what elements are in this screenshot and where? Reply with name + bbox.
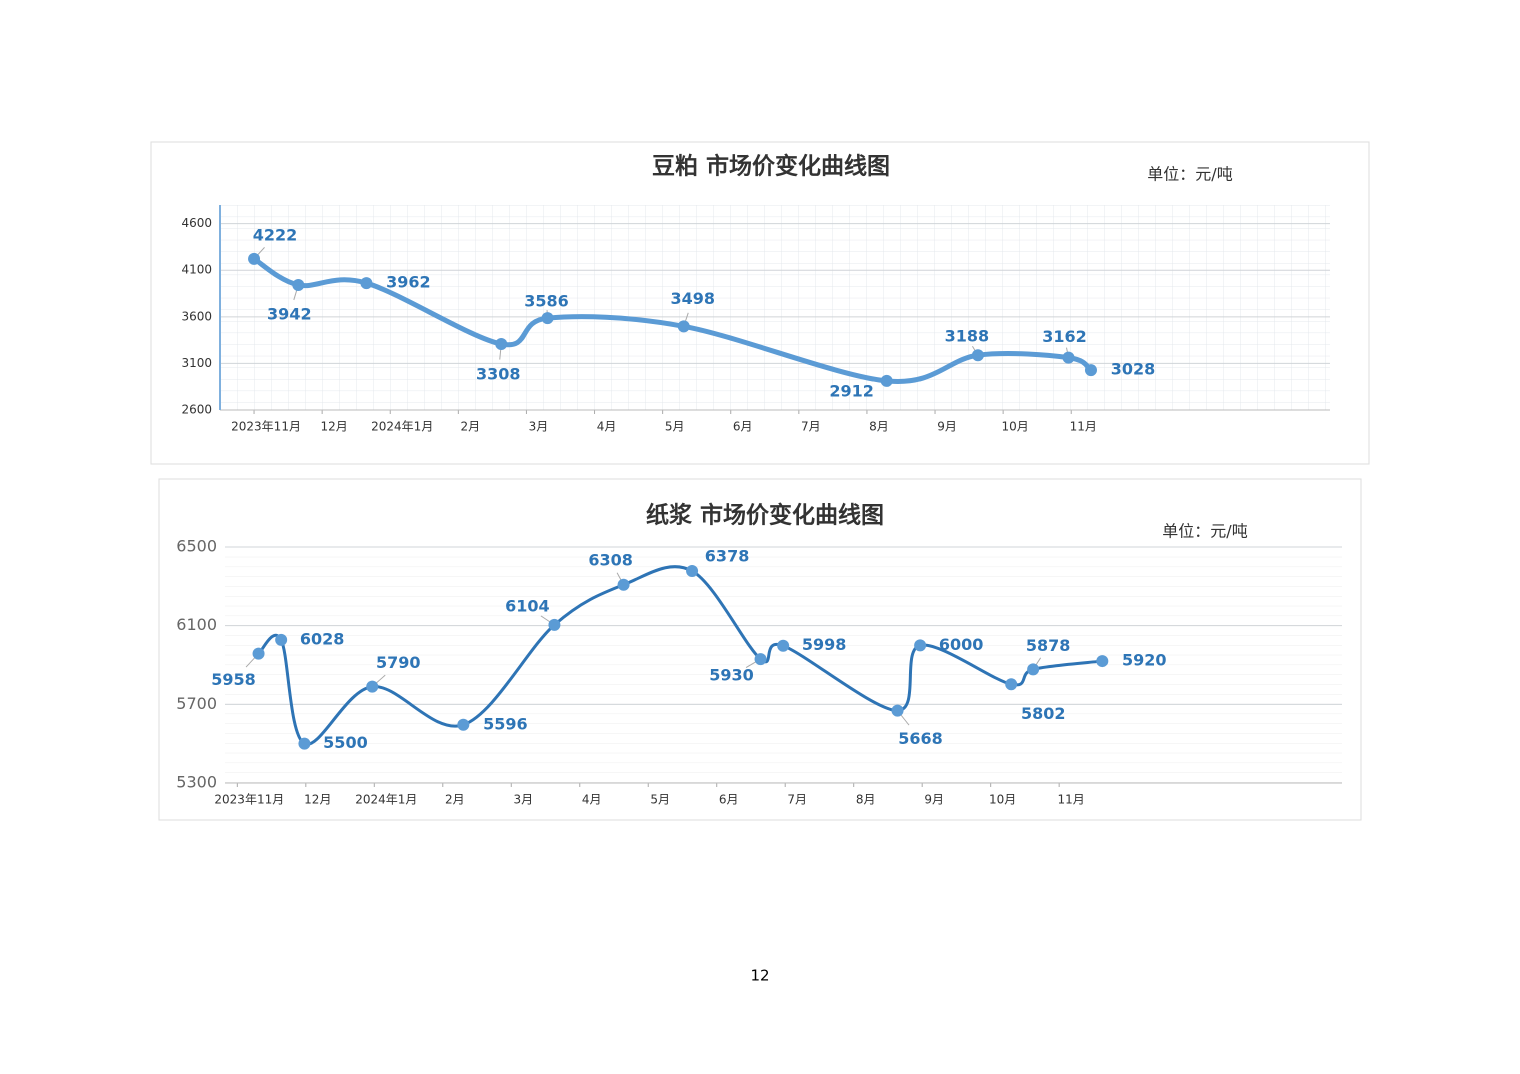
point-marker [1027,663,1040,676]
y-tick-label: 5700 [176,694,217,713]
data-label: 5930 [709,666,754,685]
x-tick-label: 2023年11月 [214,793,284,807]
price-line [252,256,1093,384]
data-label: 6378 [705,546,750,565]
point-marker [252,647,265,660]
data-label: 3942 [267,304,312,323]
point-marker [292,278,305,291]
x-tick-label: 9月 [924,793,944,807]
x-tick-label: 12月 [304,793,331,807]
unit-label: 单位：元/吨 [1147,165,1232,184]
x-tick-label: 2月 [445,793,465,807]
page-number: 12 [750,967,769,985]
point-marker [548,618,561,631]
x-tick-label: 7月 [787,793,807,807]
point-marker [275,633,288,646]
y-tick-label: 6500 [176,537,217,556]
data-label: 5668 [898,729,943,748]
point-marker [880,374,893,387]
x-tick-label: 8月 [856,793,876,807]
y-tick-label: 3100 [181,356,212,370]
data-label: 5920 [1122,651,1167,670]
x-tick-label: 5月 [650,793,670,807]
point-marker [914,639,927,652]
data-label: 3586 [524,292,569,311]
y-tick-label: 6100 [176,615,217,634]
point-marker [971,349,984,362]
point-marker [677,320,690,333]
point-marker [1062,351,1075,364]
point-marker [1005,678,1018,691]
y-tick-label: 3600 [181,309,212,323]
data-label: 5998 [802,635,847,654]
data-label: 2912 [829,381,874,400]
point-marker [298,737,311,750]
x-tick-label: 4月 [597,420,617,434]
data-label: 3188 [945,327,990,346]
point-marker [1096,655,1109,668]
x-tick-label: 6月 [719,793,739,807]
unit-label: 单位：元/吨 [1162,522,1247,541]
point-marker [495,338,508,351]
x-tick-label: 2024年1月 [371,420,433,434]
point-marker [360,277,373,290]
point-marker [1084,364,1097,377]
y-tick-label: 4100 [181,263,212,277]
point-marker [617,578,630,591]
data-label: 3028 [1111,360,1156,379]
x-tick-label: 10月 [989,793,1016,807]
data-label: 6308 [588,550,633,569]
chart-title: 豆粕 市场价变化曲线图 [652,153,890,180]
data-label: 5596 [483,714,528,733]
data-label: 6104 [505,596,550,615]
data-label: 5500 [323,733,368,752]
x-tick-label: 10月 [1001,420,1028,434]
point-marker [457,718,470,731]
x-tick-label: 3月 [529,420,549,434]
x-tick-label: 6月 [733,420,753,434]
x-tick-label: 5月 [665,420,685,434]
x-tick-label: 7月 [801,420,821,434]
x-tick-label: 2024年1月 [355,793,417,807]
data-label: 5958 [211,670,256,689]
point-marker [891,704,904,717]
point-marker [686,564,699,577]
minor-grid [220,205,1330,410]
data-label: 3962 [386,273,431,292]
chart-title: 纸浆 市场价变化曲线图 [646,502,884,529]
data-label: 6028 [300,629,345,648]
point-marker [541,312,554,325]
data-label: 5878 [1026,636,1071,655]
x-tick-label: 4月 [582,793,602,807]
data-label: 4222 [253,225,298,244]
data-label: 6000 [939,635,984,654]
data-label: 5790 [376,653,421,672]
data-label: 3308 [476,365,521,384]
y-tick-label: 2600 [181,403,212,417]
x-tick-label: 11月 [1058,793,1085,807]
x-tick-label: 9月 [937,420,957,434]
x-tick-label: 2023年11月 [231,420,301,434]
point-marker [248,252,261,265]
point-marker [754,653,767,666]
x-tick-label: 2月 [461,420,481,434]
data-label: 3162 [1042,327,1087,346]
y-tick-label: 5300 [176,773,217,792]
y-tick-label: 4600 [181,216,212,230]
x-tick-label: 3月 [513,793,533,807]
point-marker [366,680,379,693]
x-tick-label: 12月 [321,420,348,434]
data-label: 3498 [670,289,715,308]
minor-grid [225,547,1342,783]
data-label: 5802 [1021,704,1066,723]
point-marker [777,639,790,652]
x-tick-label: 11月 [1070,420,1097,434]
x-tick-label: 8月 [869,420,889,434]
